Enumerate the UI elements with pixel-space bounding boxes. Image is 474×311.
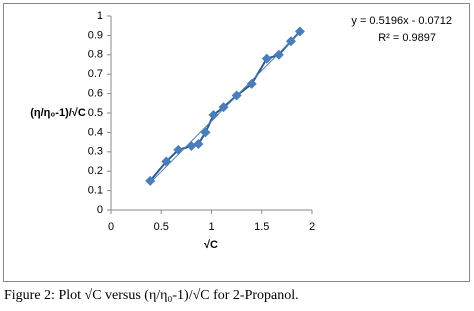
data-point — [294, 26, 305, 37]
data-point — [246, 78, 257, 89]
x-tick-label: 2 — [309, 221, 315, 233]
y-tick-label: 0.9 — [88, 29, 103, 41]
data-point — [285, 36, 296, 47]
caption: Figure 2: Plot √C versus (η/η₀-1)/√C for… — [4, 288, 299, 303]
y-tick-label: 0.1 — [88, 185, 103, 197]
y-tick-label: 1 — [97, 10, 103, 22]
y-tick-label: 0.4 — [88, 126, 103, 138]
y-axis-label: (η/η₀-1)/√C — [30, 107, 86, 119]
x-axis-label: √C — [204, 239, 218, 251]
data-point — [261, 53, 272, 64]
x-tick-label: 1 — [208, 221, 214, 233]
data-point — [193, 139, 204, 150]
y-tick-label: 0.6 — [88, 88, 103, 100]
data-point — [218, 102, 229, 113]
y-tick-label: 0 — [97, 204, 103, 216]
data-point — [161, 156, 172, 167]
y-tick-label: 0.8 — [88, 49, 103, 61]
data-point — [186, 140, 197, 151]
chart-border — [3, 3, 470, 282]
data-point — [273, 49, 284, 60]
x-tick-label: 0.5 — [154, 221, 169, 233]
data-point — [200, 127, 211, 138]
trend-equation: y = 0.5196x - 0.0712 — [351, 15, 452, 27]
data-point — [145, 175, 156, 186]
y-tick-label: 0.7 — [88, 68, 103, 80]
y-tick-label: 0.2 — [88, 165, 103, 177]
data-point — [208, 109, 219, 120]
y-tick-label: 0.5 — [88, 107, 103, 119]
x-tick-label: 1.5 — [254, 221, 269, 233]
x-tick-label: 0 — [108, 221, 114, 233]
y-tick-label: 0.3 — [88, 146, 103, 158]
r-squared: R² = 0.9897 — [378, 32, 436, 44]
data-point — [231, 90, 242, 101]
data-point — [173, 144, 184, 155]
